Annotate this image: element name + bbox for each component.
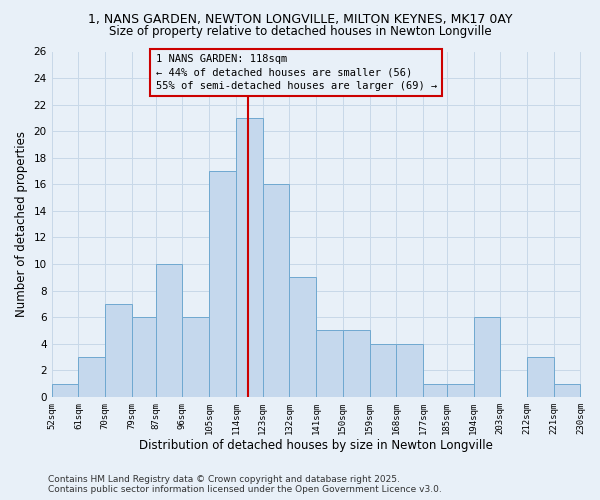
Bar (132, 317, 155, 397)
Text: Size of property relative to detached houses in Newton Longville: Size of property relative to detached ho… (109, 25, 491, 38)
Bar (236, 118, 263, 397)
Bar (79, 357, 105, 397)
Bar (527, 357, 554, 397)
X-axis label: Distribution of detached houses by size in Newton Longville: Distribution of detached houses by size … (139, 440, 493, 452)
Bar (473, 317, 500, 397)
Text: 1, NANS GARDEN, NEWTON LONGVILLE, MILTON KEYNES, MK17 0AY: 1, NANS GARDEN, NEWTON LONGVILLE, MILTON… (88, 12, 512, 26)
Bar (447, 384, 473, 397)
Bar (209, 171, 236, 397)
Bar (289, 278, 316, 397)
Y-axis label: Number of detached properties: Number of detached properties (15, 131, 28, 317)
Bar (155, 264, 182, 397)
Text: 1 NANS GARDEN: 118sqm
← 44% of detached houses are smaller (56)
55% of semi-deta: 1 NANS GARDEN: 118sqm ← 44% of detached … (155, 54, 437, 90)
Bar (182, 317, 209, 397)
Bar (343, 330, 370, 397)
Bar (105, 304, 132, 397)
Bar (316, 330, 343, 397)
Text: Contains HM Land Registry data © Crown copyright and database right 2025.
Contai: Contains HM Land Registry data © Crown c… (48, 474, 442, 494)
Bar (423, 384, 447, 397)
Bar (263, 184, 289, 397)
Bar (554, 384, 580, 397)
Bar (52, 384, 79, 397)
Bar (396, 344, 423, 397)
Bar (370, 344, 396, 397)
